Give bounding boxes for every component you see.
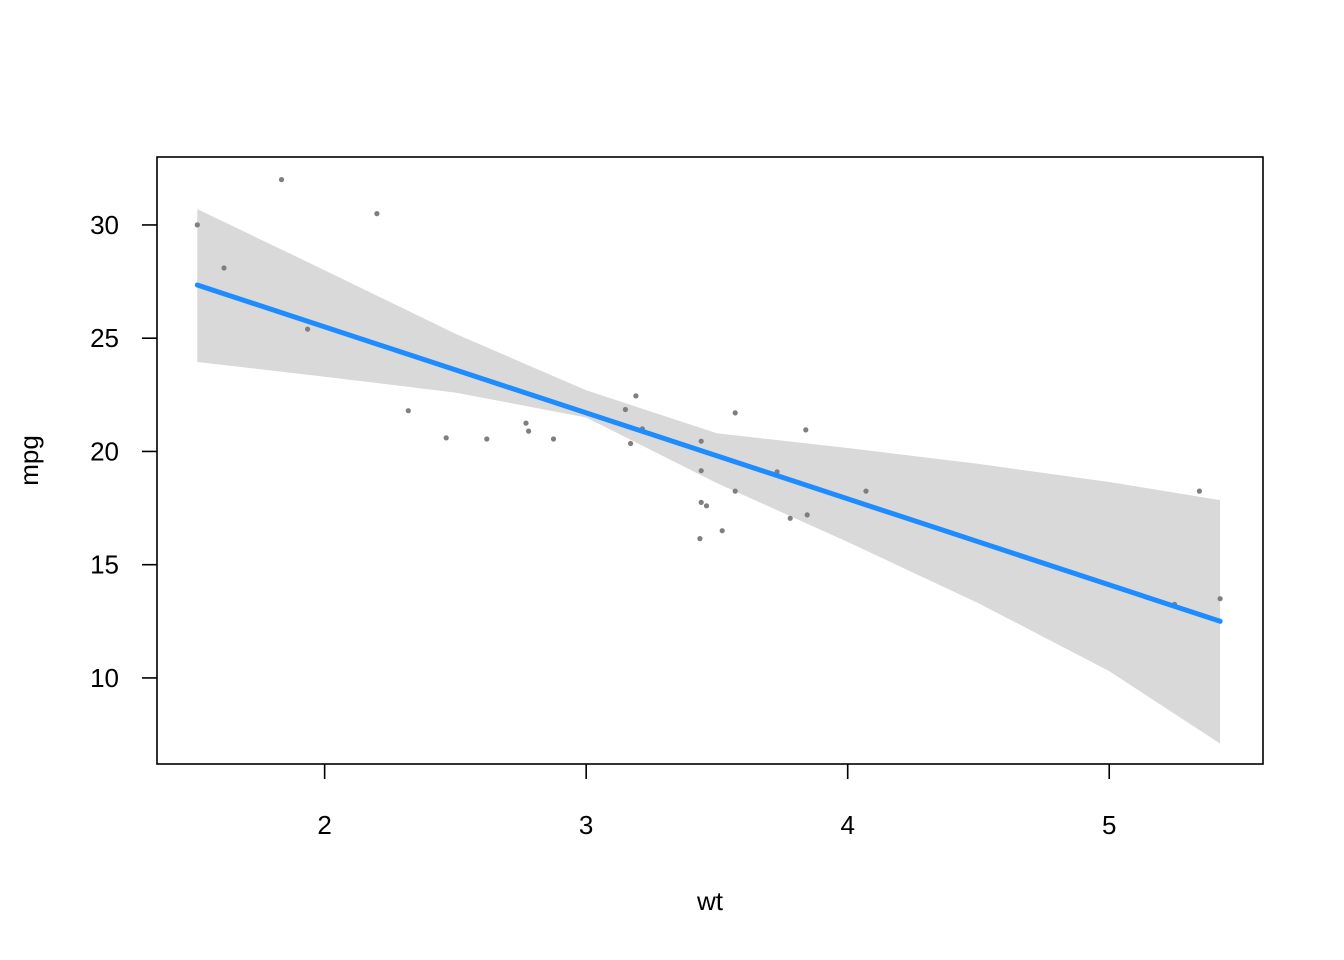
y-axis: 10 15 20 25 30: [90, 210, 157, 693]
x-axis: 2 3 4 5: [317, 764, 1116, 840]
y-tick-label: 25: [90, 323, 119, 353]
x-tick-label: 2: [317, 810, 331, 840]
residual-point: [278, 177, 285, 183]
residual-point: [803, 427, 809, 433]
confidence-band: [197, 209, 1221, 744]
residual-point: [787, 515, 793, 521]
residual-point: [698, 499, 704, 505]
residual-point: [863, 488, 869, 494]
residual-point: [697, 536, 703, 542]
residual-point: [804, 512, 810, 518]
y-axis-title: mpg: [14, 435, 44, 486]
y-tick-label: 20: [90, 436, 119, 466]
confidence-band-layer: [197, 209, 1221, 744]
x-tick-label: 3: [579, 810, 593, 840]
residual-point: [732, 488, 738, 494]
points-layer: [194, 177, 1223, 607]
residual-point: [622, 406, 629, 413]
residual-point: [484, 436, 490, 442]
residual-point: [1196, 488, 1202, 494]
residual-point: [405, 408, 411, 414]
residual-point: [443, 435, 449, 441]
x-tick-label: 4: [840, 810, 854, 840]
plot-frame: [156, 156, 1264, 765]
residual-point: [374, 211, 380, 217]
residual-point: [194, 222, 200, 228]
residual-point: [523, 420, 529, 426]
fit-line-layer: [194, 282, 1223, 624]
residual-point: [221, 265, 227, 271]
residual-point: [698, 438, 704, 444]
y-tick-label: 30: [90, 210, 119, 240]
residual-point: [1217, 596, 1223, 602]
residual-point: [305, 326, 311, 332]
residual-point: [719, 528, 725, 534]
residual-point: [628, 440, 634, 447]
residual-point: [732, 410, 738, 416]
x-axis-title: wt: [696, 886, 724, 916]
x-tick-label: 5: [1102, 810, 1116, 840]
fit-line: [194, 282, 1223, 624]
residual-point: [703, 503, 710, 509]
residual-point: [550, 436, 557, 442]
residual-point: [698, 468, 704, 474]
residual-point: [633, 393, 639, 399]
y-tick-label: 10: [90, 663, 119, 693]
residual-point: [526, 428, 532, 434]
y-tick-label: 15: [90, 550, 119, 580]
